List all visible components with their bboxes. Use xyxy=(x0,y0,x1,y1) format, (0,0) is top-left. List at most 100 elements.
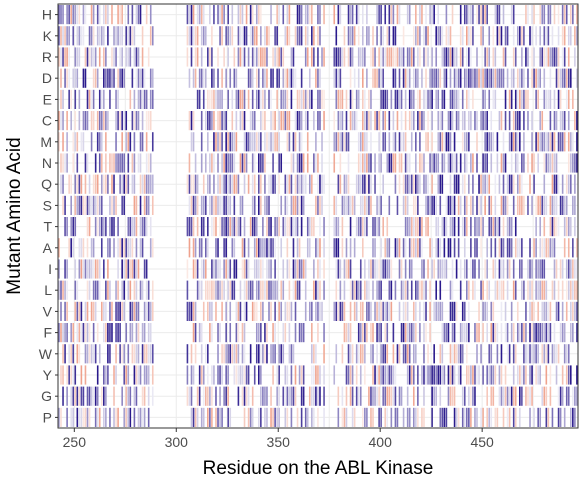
heatmap-cell xyxy=(357,26,360,46)
heatmap-cell xyxy=(127,407,130,427)
heatmap-cell xyxy=(545,344,548,364)
heatmap-cell xyxy=(308,386,311,406)
heatmap-cell xyxy=(80,174,83,194)
heatmap-cell xyxy=(502,68,505,88)
heatmap-cell xyxy=(435,280,438,300)
heatmap-cell xyxy=(357,280,360,300)
heatmap-cell xyxy=(107,111,109,131)
heatmap-cell xyxy=(92,323,95,343)
heatmap-cell xyxy=(317,195,319,215)
heatmap-cell xyxy=(268,26,270,46)
heatmap-cell xyxy=(359,47,362,67)
heatmap-cell xyxy=(321,195,323,215)
heatmap-cell xyxy=(151,26,154,46)
heatmap-cell xyxy=(378,323,380,343)
heatmap-cell xyxy=(145,153,148,173)
heatmap-cell xyxy=(490,323,493,343)
heatmap-cell xyxy=(339,89,342,109)
heatmap-cell xyxy=(113,26,115,46)
heatmap-cell xyxy=(484,47,486,67)
heatmap-cell xyxy=(125,386,128,406)
heatmap-cell xyxy=(231,344,234,364)
heatmap-cell xyxy=(457,344,460,364)
heatmap-cell xyxy=(225,344,227,364)
heatmap-cell xyxy=(488,68,491,88)
heatmap-cell xyxy=(404,301,407,321)
heatmap-cell xyxy=(431,5,433,25)
heatmap-cell xyxy=(437,174,440,194)
heatmap-cell xyxy=(302,323,305,343)
heatmap-cell xyxy=(145,259,148,279)
heatmap-cell xyxy=(196,47,199,67)
heatmap-cell xyxy=(521,174,523,194)
heatmap-cell xyxy=(270,217,272,237)
heatmap-cell xyxy=(294,259,297,279)
heatmap-cell xyxy=(376,365,378,385)
heatmap-cell xyxy=(196,195,199,215)
heatmap-cell xyxy=(227,132,230,152)
heatmap-cell xyxy=(553,344,556,364)
heatmap-cell xyxy=(523,365,525,385)
heatmap-cell xyxy=(502,195,505,215)
heatmap-cell xyxy=(492,301,495,321)
heatmap-cell xyxy=(284,386,287,406)
heatmap-cell xyxy=(404,259,407,279)
heatmap-cell xyxy=(445,259,448,279)
heatmap-cell xyxy=(113,153,115,173)
heatmap-cell xyxy=(78,89,81,109)
heatmap-cell xyxy=(543,153,546,173)
heatmap-cell xyxy=(72,407,75,427)
heatmap-cell xyxy=(549,301,552,321)
heatmap-cell xyxy=(227,217,230,237)
heatmap-cell xyxy=(547,5,550,25)
heatmap-cell xyxy=(149,174,152,194)
heatmap-cell xyxy=(463,132,466,152)
heatmap-cell xyxy=(123,68,126,88)
heatmap-cell xyxy=(349,26,352,46)
heatmap-cell xyxy=(433,301,435,321)
heatmap-cell xyxy=(490,68,493,88)
heatmap-cell xyxy=(362,238,364,258)
heatmap-cell xyxy=(188,153,191,173)
heatmap-cell xyxy=(115,344,117,364)
heatmap-cell xyxy=(313,365,315,385)
heatmap-cell xyxy=(466,47,468,67)
heatmap-cell xyxy=(121,386,123,406)
heatmap-cell xyxy=(117,238,119,258)
heatmap-cell xyxy=(255,259,258,279)
heatmap-cell xyxy=(543,174,546,194)
heatmap-cell xyxy=(439,68,442,88)
heatmap-cell xyxy=(311,174,313,194)
heatmap-cell xyxy=(386,259,389,279)
heatmap-cell xyxy=(484,195,486,215)
heatmap-cell xyxy=(274,132,276,152)
heatmap-cell xyxy=(476,344,478,364)
heatmap-cell xyxy=(563,407,566,427)
heatmap-cell xyxy=(406,301,409,321)
heatmap-cell xyxy=(286,365,289,385)
heatmap-cell xyxy=(223,195,225,215)
heatmap-cell xyxy=(386,89,389,109)
heatmap-cell xyxy=(319,26,321,46)
heatmap-cell xyxy=(351,47,354,67)
heatmap-cell xyxy=(62,386,64,406)
y-tick-label: Y xyxy=(43,367,53,383)
heatmap-cell xyxy=(337,111,340,131)
heatmap-cell xyxy=(60,365,62,385)
heatmap-cell xyxy=(343,280,346,300)
heatmap-cell xyxy=(196,217,199,237)
heatmap-cell xyxy=(286,217,289,237)
heatmap-cell xyxy=(292,132,295,152)
heatmap-cell xyxy=(151,174,154,194)
heatmap-cell xyxy=(121,344,123,364)
heatmap-cell xyxy=(105,68,107,88)
heatmap-cell xyxy=(60,111,62,131)
heatmap-cell xyxy=(508,111,511,131)
heatmap-cell xyxy=(545,153,548,173)
heatmap-cell xyxy=(504,386,507,406)
heatmap-cell xyxy=(68,5,70,25)
heatmap-cell xyxy=(494,47,497,67)
heatmap-cell xyxy=(410,132,413,152)
heatmap-cell xyxy=(415,238,417,258)
heatmap-cell xyxy=(574,111,576,131)
